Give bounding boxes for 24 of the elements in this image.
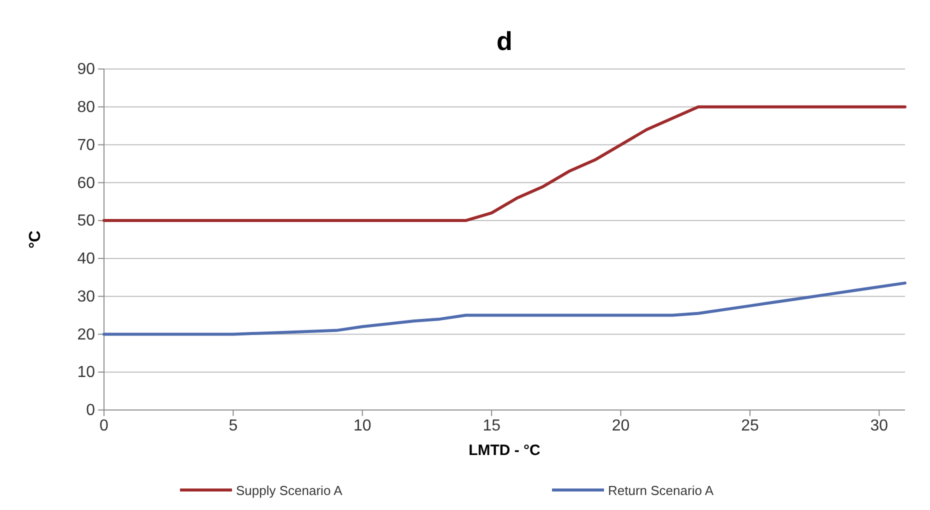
x-tick-label: 15	[482, 417, 501, 434]
y-tick-label: 20	[77, 326, 96, 344]
x-axis-title: LMTD - °C	[468, 442, 541, 459]
x-tick-label: 10	[353, 417, 372, 434]
y-axis-title: °C	[27, 230, 44, 248]
y-tick-label: 10	[77, 364, 96, 382]
y-tick-label: 60	[77, 174, 96, 192]
y-tick-label: 0	[86, 402, 96, 420]
y-tick-label: 70	[77, 136, 96, 154]
x-tick-label: 20	[612, 417, 630, 434]
y-tick-label: 30	[77, 288, 96, 306]
x-tick-label: 30	[870, 417, 888, 434]
legend-label: Return Scenario A	[608, 483, 714, 498]
legend-label: Supply Scenario A	[236, 483, 343, 498]
x-tick-label: 25	[741, 417, 759, 434]
x-tick-label: 5	[228, 417, 238, 434]
chart-title: d	[496, 26, 512, 56]
x-tick-label: 0	[100, 417, 109, 434]
y-tick-label: 80	[77, 99, 96, 116]
line-series	[102, 105, 906, 222]
line-series	[102, 282, 906, 336]
y-tick-label: 40	[77, 250, 96, 268]
y-tick-label: 50	[77, 212, 96, 230]
y-tick-label: 90	[77, 61, 96, 78]
